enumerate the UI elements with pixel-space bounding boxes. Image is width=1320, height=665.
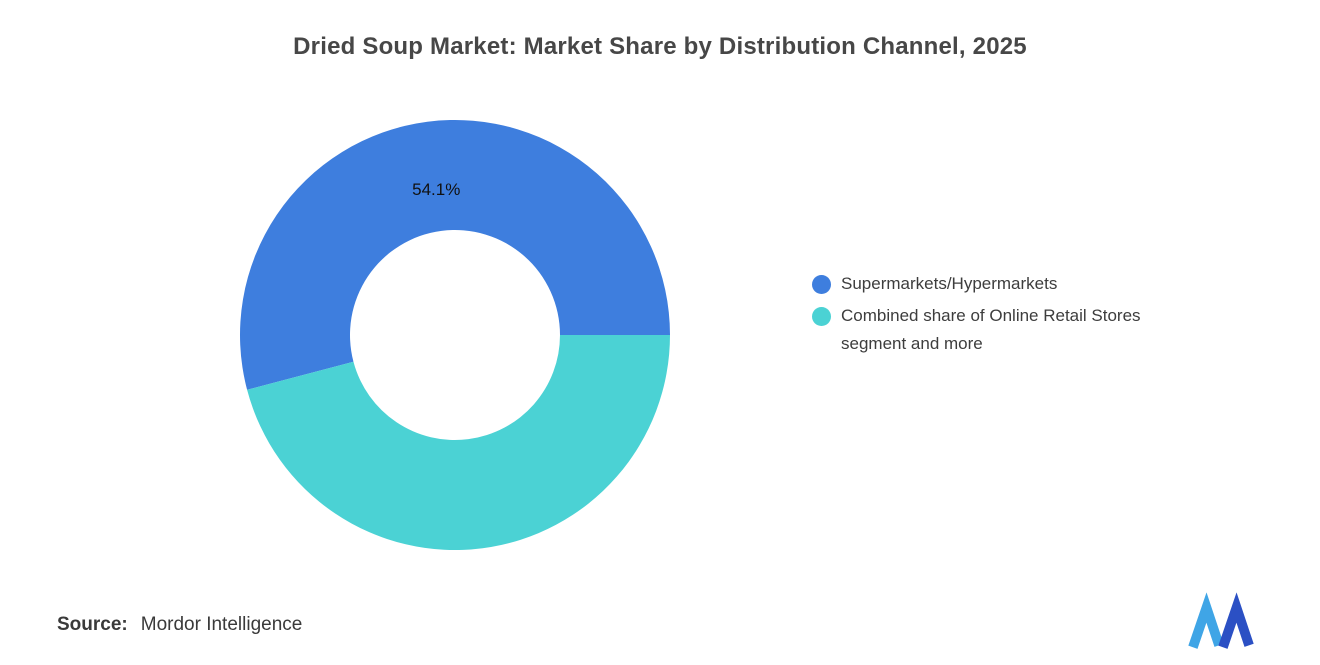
source-label: Source: xyxy=(57,614,128,635)
legend-label-online-retail: Combined share of Online Retail Stores s… xyxy=(841,306,1141,353)
source-line: Source: Mordor Intelligence xyxy=(57,614,302,636)
legend-swatch-teal-icon xyxy=(812,307,831,326)
chart-title: Dried Soup Market: Market Share by Distr… xyxy=(293,33,1027,60)
donut-slice-combined-share-of-online-retail-[interactable] xyxy=(247,335,671,550)
slice-data-label: 54.1% xyxy=(412,180,461,200)
donut-chart: 54.1% xyxy=(225,105,685,565)
source-value: Mordor Intelligence xyxy=(140,614,303,635)
legend-item-supermarkets[interactable]: Supermarkets/Hypermarkets xyxy=(812,270,1206,298)
legend-item-online-retail[interactable]: Combined share of Online Retail Stores s… xyxy=(812,302,1206,358)
logo-m-icon xyxy=(1188,592,1254,649)
donut-slice-supermarkets-hypermarkets[interactable] xyxy=(240,120,670,390)
legend-label-supermarkets: Supermarkets/Hypermarkets xyxy=(841,274,1058,293)
donut-svg xyxy=(240,120,671,550)
legend: Supermarkets/Hypermarkets Combined share… xyxy=(812,270,1206,362)
legend-swatch-blue-icon xyxy=(812,275,831,294)
mordor-intelligence-logo xyxy=(1188,592,1254,650)
